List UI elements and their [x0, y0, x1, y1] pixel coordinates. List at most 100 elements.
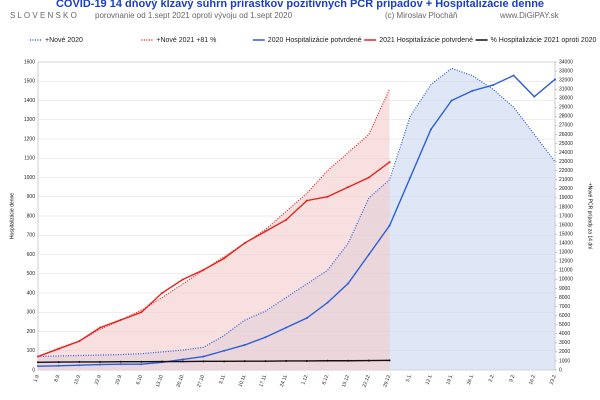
- point: [450, 99, 453, 102]
- y2-tick-label: 5000: [559, 322, 570, 328]
- point: [533, 95, 536, 98]
- y2-tick-label: 33000: [559, 68, 573, 74]
- legend-label: % Hospitalizácie 2021 oproti 2020: [491, 37, 597, 44]
- y2-tick-label: 12000: [559, 259, 573, 265]
- y2-tick-label: 23000: [559, 159, 573, 165]
- y2-tick-label: 15000: [559, 231, 573, 237]
- point: [99, 363, 102, 366]
- y2-tick-label: 17000: [559, 213, 573, 219]
- area: [38, 68, 555, 370]
- y2-tick-label: 26000: [559, 132, 573, 138]
- point: [57, 347, 60, 350]
- point: [99, 326, 102, 329]
- y-tick-label: 200: [27, 329, 36, 335]
- series-line: [37, 74, 556, 367]
- point: [99, 360, 102, 363]
- y2-tick-label: 34000: [559, 59, 573, 65]
- point: [409, 176, 412, 179]
- x-tick-label: 12.1.: [425, 373, 434, 386]
- y-tick-label: 1000: [24, 175, 35, 181]
- legend-label: 2020 Hospitalizácie potvrdené: [268, 37, 362, 44]
- point: [119, 318, 122, 321]
- x-tick-label: 1.12.: [301, 373, 310, 386]
- x-tick-label: 27.10.: [196, 373, 206, 388]
- point: [388, 359, 391, 362]
- point: [471, 89, 474, 92]
- y2-tick-label: 32000: [559, 77, 573, 83]
- point: [367, 176, 370, 179]
- y2-tick-label: 11000: [559, 268, 573, 274]
- y-tick-label: 1100: [24, 156, 35, 162]
- point: [37, 361, 39, 364]
- point: [285, 218, 288, 221]
- x-tick-label: 8.9.: [53, 373, 61, 383]
- y2-tick-label: 4000: [559, 331, 570, 337]
- point: [305, 359, 308, 362]
- x-tick-label: 13.10.: [155, 373, 165, 388]
- x-tick-label: 29.12.: [382, 373, 392, 388]
- point: [429, 128, 432, 131]
- point: [491, 84, 494, 87]
- y2-tick-label: 0: [559, 367, 562, 373]
- point: [243, 360, 246, 363]
- point: [202, 268, 205, 271]
- point: [181, 360, 184, 363]
- point: [223, 360, 226, 363]
- y2-tick-label: 19000: [559, 195, 573, 201]
- point: [305, 317, 308, 320]
- point: [367, 359, 370, 362]
- y2-tick-label: 9000: [559, 286, 570, 292]
- subtitle: S L O V E N S K O: [10, 11, 77, 20]
- x-tick-label: 17.11.: [258, 373, 268, 388]
- y2-tick-label: 30000: [559, 96, 573, 102]
- y2-tick-label: 14000: [559, 241, 573, 247]
- point: [326, 195, 329, 198]
- y2-tick-label: 13000: [559, 250, 573, 256]
- y-tick-label: 0: [32, 367, 35, 373]
- y2-tick-label: 25000: [559, 141, 573, 147]
- y-tick-label: 500: [27, 271, 36, 277]
- x-tick-label: 5.1.: [405, 373, 413, 383]
- point: [161, 360, 164, 363]
- x-tick-label: 9.2.: [508, 373, 516, 383]
- x-tick-label: 22.9.: [94, 373, 103, 386]
- x-tick-label: 15.12.: [341, 373, 351, 388]
- x-tick-label: 19.1.: [445, 373, 454, 386]
- series-line: [37, 67, 556, 358]
- point: [140, 311, 143, 314]
- point: [243, 343, 246, 346]
- y2-tick-label: 1000: [559, 358, 570, 364]
- point: [57, 361, 60, 364]
- x-tick-label: 26.1.: [466, 373, 475, 386]
- y2-tick-label: 27000: [559, 123, 573, 129]
- point: [37, 365, 39, 368]
- y-tick-label: 1400: [24, 98, 35, 104]
- y2-tick-label: 3000: [559, 340, 570, 346]
- point: [223, 349, 226, 352]
- point: [554, 78, 556, 81]
- y2-tick-label: 29000: [559, 105, 573, 111]
- point: [119, 360, 122, 363]
- x-tick-label: 8.12.: [321, 373, 330, 386]
- series-line: [37, 161, 390, 358]
- point: [264, 360, 267, 363]
- y-tick-label: 700: [27, 233, 36, 239]
- point: [202, 355, 205, 358]
- y2-tick-label: 21000: [559, 177, 573, 183]
- y2-tick-label: 16000: [559, 222, 573, 228]
- x-tick-label: 16.2.: [528, 373, 537, 386]
- y2-tick-label: 28000: [559, 114, 573, 120]
- y2-tick-label: 31000: [559, 87, 573, 93]
- point: [367, 253, 370, 256]
- y-tick-label: 600: [27, 252, 36, 258]
- y2-tick-label: 2000: [559, 349, 570, 355]
- point: [512, 74, 515, 77]
- x-tick-label: 6.10.: [135, 373, 144, 386]
- subtitle: www.DiGiPAY.sk: [499, 11, 560, 20]
- point: [264, 336, 267, 339]
- point: [37, 355, 39, 358]
- point: [78, 360, 81, 363]
- subtitle: porovnanie od 1.sept 2021 oproti vývoju …: [95, 11, 293, 20]
- y-tick-label: 800: [27, 213, 36, 219]
